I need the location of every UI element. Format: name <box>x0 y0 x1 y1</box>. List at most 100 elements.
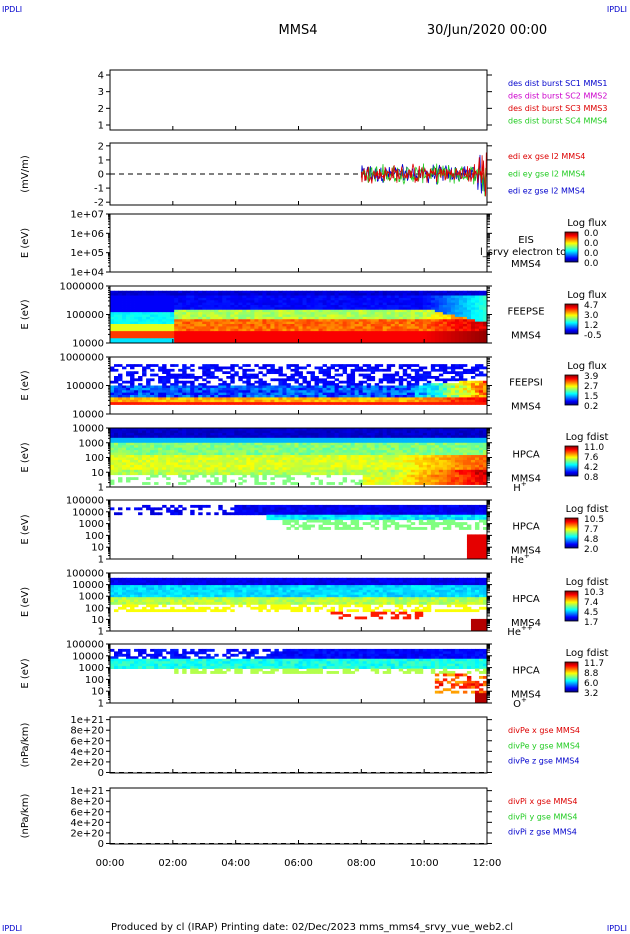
heatmap-cell <box>250 338 255 342</box>
heatmap-cell <box>386 387 392 391</box>
heatmap-cell <box>138 326 143 330</box>
heatmap-cell <box>158 395 163 398</box>
legend-entry: des dist burst SC3 MMS3 <box>508 104 607 113</box>
heatmap-cell <box>182 338 187 342</box>
heatmap-cell <box>390 338 396 342</box>
heatmap-cell <box>138 387 143 391</box>
heatmap-cell <box>274 368 279 372</box>
heatmap-cell <box>318 392 323 396</box>
heatmap-cell <box>126 397 131 401</box>
heatmap-cell <box>378 316 384 320</box>
heatmap-cell <box>406 338 412 342</box>
heatmap-cell <box>286 387 291 391</box>
spacecraft-label: MMS4 <box>511 331 541 342</box>
heatmap-cell <box>206 387 211 391</box>
heatmap-cell <box>214 397 219 401</box>
heatmap-cell <box>462 392 468 396</box>
heatmap-cell <box>430 387 436 391</box>
heatmap-cell <box>442 300 448 304</box>
heatmap-cell <box>410 290 416 294</box>
heatmap-cell <box>122 333 127 337</box>
heatmap-cell <box>130 297 135 301</box>
heatmap-cell <box>246 333 251 337</box>
heatmap-cell <box>346 290 352 294</box>
heatmap-cell <box>450 340 456 344</box>
heatmap-cell <box>318 385 323 389</box>
heatmap-cell <box>374 364 380 367</box>
heatmap-cell <box>410 324 416 327</box>
heatmap-cell <box>262 437 267 441</box>
heatmap-cell <box>306 314 311 318</box>
heatmap-cell <box>430 324 436 327</box>
heatmap-cell <box>454 302 460 306</box>
heatmap-cell <box>190 326 195 330</box>
heatmap-cell <box>250 392 255 396</box>
heatmap-cell <box>290 467 295 471</box>
heatmap-cell <box>350 293 356 296</box>
heatmap-cell <box>142 387 147 391</box>
heatmap-cell <box>294 340 299 344</box>
heatmap-cell <box>434 333 440 337</box>
heatmap-cell <box>242 395 247 398</box>
heatmap-cell <box>190 297 195 301</box>
heatmap-cell <box>150 293 155 296</box>
heatmap-cell <box>198 366 203 370</box>
heatmap-cell <box>438 399 444 403</box>
heatmap-cell <box>302 447 307 451</box>
heatmap-cell <box>114 455 119 458</box>
heatmap-cell <box>354 331 360 334</box>
heatmap-cell <box>270 472 275 476</box>
heatmap-cell <box>406 293 412 296</box>
heatmap-cell <box>114 385 119 389</box>
heatmap-cell <box>114 432 119 436</box>
heatmap-cell <box>162 335 167 339</box>
heatmap-cell <box>246 302 251 306</box>
heatmap-cell <box>386 307 392 311</box>
heatmap-cell <box>390 376 396 379</box>
heatmap-cell <box>390 397 396 401</box>
heatmap-cell <box>202 442 207 446</box>
heatmap-cell <box>474 293 480 296</box>
heatmap-cell <box>382 335 388 339</box>
heatmap-cell <box>462 314 468 318</box>
heatmap-cell <box>254 390 259 394</box>
legend-entry: des dist burst SC2 MMS2 <box>508 92 607 101</box>
heatmap-cell <box>230 472 235 476</box>
heatmap-cell <box>346 376 352 379</box>
heatmap-cell <box>462 297 468 301</box>
heatmap-cell <box>438 397 444 401</box>
heatmap-cell <box>166 432 171 436</box>
heatmap-cell <box>122 464 127 468</box>
heatmap-cell <box>138 432 143 436</box>
heatmap-cell <box>326 457 331 461</box>
heatmap-cell <box>330 326 335 330</box>
heatmap-cell <box>354 328 360 332</box>
heatmap-cell <box>358 366 364 370</box>
heatmap-cell <box>266 430 271 434</box>
heatmap-cell <box>362 338 368 342</box>
heatmap-cell <box>138 324 143 327</box>
heatmap-cell <box>182 316 187 320</box>
heatmap-cell <box>210 305 215 308</box>
heatmap-cell <box>398 305 404 308</box>
heatmap-cell <box>366 457 372 461</box>
heatmap-cell <box>386 295 392 299</box>
colorbar-title: Log flux <box>567 361 607 372</box>
heatmap-cell <box>350 432 356 436</box>
heatmap-cell <box>482 335 488 339</box>
heatmap-cell <box>454 366 460 370</box>
heatmap-cell <box>250 437 255 441</box>
heatmap-cell <box>382 440 388 444</box>
heatmap-cell <box>222 312 227 315</box>
heatmap-cell <box>170 295 175 299</box>
heatmap-cell <box>242 479 247 483</box>
heatmap-cell <box>186 455 191 458</box>
heatmap-cell <box>406 312 412 315</box>
heatmap-cell <box>226 455 231 458</box>
heatmap-cell <box>150 457 155 461</box>
heatmap-cell <box>302 340 307 344</box>
heatmap-cell <box>166 402 171 405</box>
heatmap-cell <box>230 331 235 334</box>
heatmap-cell <box>474 309 480 313</box>
heatmap-cell <box>234 373 239 377</box>
